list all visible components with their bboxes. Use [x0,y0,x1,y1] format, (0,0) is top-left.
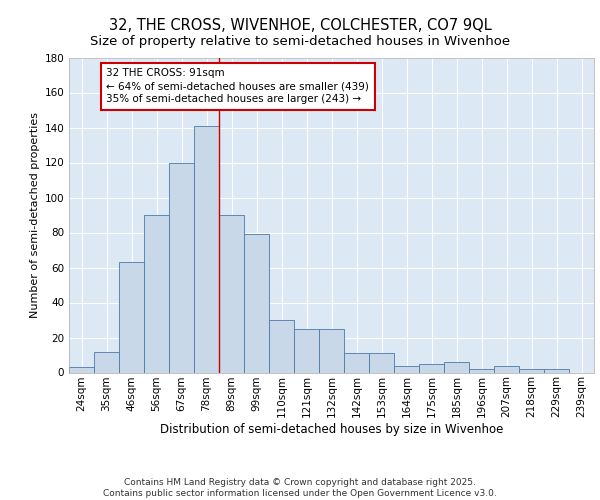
Bar [469,369,494,372]
Bar [519,369,544,372]
Text: 32 THE CROSS: 91sqm
← 64% of semi-detached houses are smaller (439)
35% of semi-: 32 THE CROSS: 91sqm ← 64% of semi-detach… [107,68,370,104]
Bar [94,352,119,372]
Y-axis label: Number of semi-detached properties: Number of semi-detached properties [30,112,40,318]
X-axis label: Distribution of semi-detached houses by size in Wivenhoe: Distribution of semi-detached houses by … [160,423,503,436]
Bar [219,215,244,372]
Text: Contains HM Land Registry data © Crown copyright and database right 2025.
Contai: Contains HM Land Registry data © Crown c… [103,478,497,498]
Bar [419,364,444,372]
Bar [144,215,169,372]
Bar [119,262,144,372]
Bar [169,162,194,372]
Text: Size of property relative to semi-detached houses in Wivenhoe: Size of property relative to semi-detach… [90,35,510,48]
Bar [269,320,294,372]
Bar [194,126,219,372]
Bar [444,362,469,372]
Bar [244,234,269,372]
Bar [319,329,344,372]
Bar [69,367,94,372]
Bar [369,353,394,372]
Bar [494,366,519,372]
Bar [544,369,569,372]
Bar [294,329,319,372]
Bar [394,366,419,372]
Bar [344,353,369,372]
Text: 32, THE CROSS, WIVENHOE, COLCHESTER, CO7 9QL: 32, THE CROSS, WIVENHOE, COLCHESTER, CO7… [109,18,491,32]
